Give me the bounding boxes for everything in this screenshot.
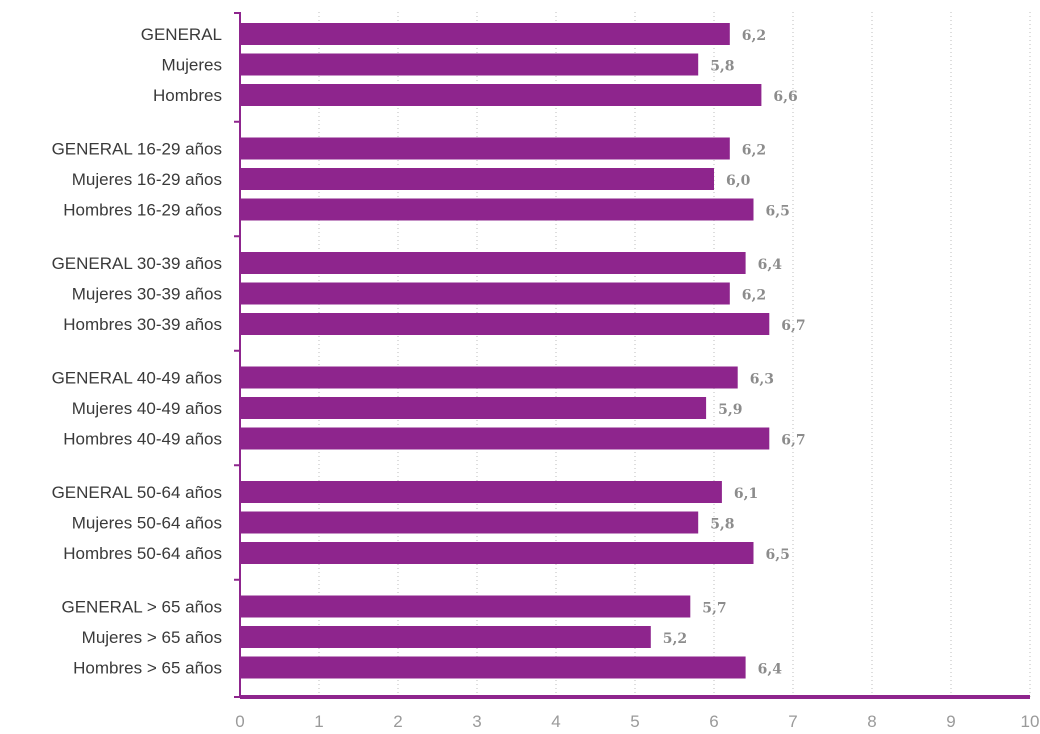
category-label: GENERAL 30-39 años <box>52 254 222 273</box>
bar <box>240 198 754 221</box>
value-label: 6,4 <box>758 662 783 678</box>
value-label: 5,8 <box>710 59 734 75</box>
bar <box>240 168 714 190</box>
category-label: Mujeres 40-49 años <box>72 399 222 418</box>
category-label: Hombres 16-29 años <box>63 201 222 220</box>
x-tick-label: 3 <box>472 712 481 731</box>
bar <box>240 656 746 679</box>
bars <box>240 23 770 679</box>
bar <box>240 252 746 274</box>
labels: 0 1 2 3 4 5 6 7 8 9 10 GENERAL 6,2 Mujeres 5,8 Hombres 6… <box>52 25 1040 731</box>
category-label: GENERAL 16-29 años <box>52 140 222 159</box>
value-label: 5,8 <box>710 517 734 533</box>
bar <box>240 511 699 534</box>
category-label: Hombres > 65 años <box>73 659 222 678</box>
category-label: Mujeres 30-39 años <box>72 285 222 304</box>
x-tick-label: 9 <box>946 712 955 731</box>
x-tick-label: 7 <box>788 712 797 731</box>
x-tick-label: 8 <box>867 712 876 731</box>
value-label: 6,7 <box>781 318 805 334</box>
bar <box>240 626 651 648</box>
category-label: Mujeres 16-29 años <box>72 170 222 189</box>
bar <box>240 366 738 389</box>
category-label: Hombres 40-49 años <box>63 430 222 449</box>
x-tick-label: 4 <box>551 712 560 731</box>
value-label: 6,6 <box>773 89 797 105</box>
bar <box>240 313 770 335</box>
value-label: 6,2 <box>742 143 766 159</box>
value-label: 6,0 <box>726 173 751 189</box>
bar <box>240 23 730 45</box>
category-label: GENERAL <box>141 25 222 44</box>
value-label: 6,3 <box>750 372 774 388</box>
value-label: 6,5 <box>766 547 790 563</box>
bar <box>240 481 722 503</box>
bar <box>240 53 699 76</box>
value-label: 5,2 <box>663 631 687 647</box>
category-label: Hombres 30-39 años <box>63 315 222 334</box>
category-label: GENERAL > 65 años <box>62 598 223 617</box>
axes <box>234 12 1030 699</box>
value-label: 6,2 <box>742 28 766 44</box>
x-tick-label: 5 <box>630 712 639 731</box>
bar <box>240 542 754 564</box>
bar <box>240 427 770 450</box>
bar <box>240 397 707 419</box>
x-tick-label: 1 <box>314 712 323 731</box>
value-label: 6,5 <box>766 204 790 220</box>
value-label: 5,9 <box>718 402 742 418</box>
bar <box>240 595 691 618</box>
x-tick-label: 6 <box>709 712 718 731</box>
category-label: Hombres 50-64 años <box>63 544 222 563</box>
category-label: GENERAL 50-64 años <box>52 483 222 502</box>
bar <box>240 282 730 305</box>
category-label: Hombres <box>153 86 222 105</box>
category-label: Mujeres > 65 años <box>82 628 222 647</box>
grid-lines <box>318 12 1031 697</box>
value-label: 6,7 <box>781 433 805 449</box>
bar <box>240 137 730 160</box>
value-label: 6,4 <box>758 257 783 273</box>
bar <box>240 84 762 106</box>
category-label: Mujeres <box>162 56 222 75</box>
x-tick-label: 2 <box>393 712 402 731</box>
value-label: 6,2 <box>742 288 766 304</box>
category-label: GENERAL 40-49 años <box>52 369 222 388</box>
x-tick-label: 0 <box>235 712 244 731</box>
value-label: 6,1 <box>734 486 758 502</box>
x-tick-label: 10 <box>1021 712 1040 731</box>
value-label: 5,7 <box>702 601 726 617</box>
category-label: Mujeres 50-64 años <box>72 514 222 533</box>
